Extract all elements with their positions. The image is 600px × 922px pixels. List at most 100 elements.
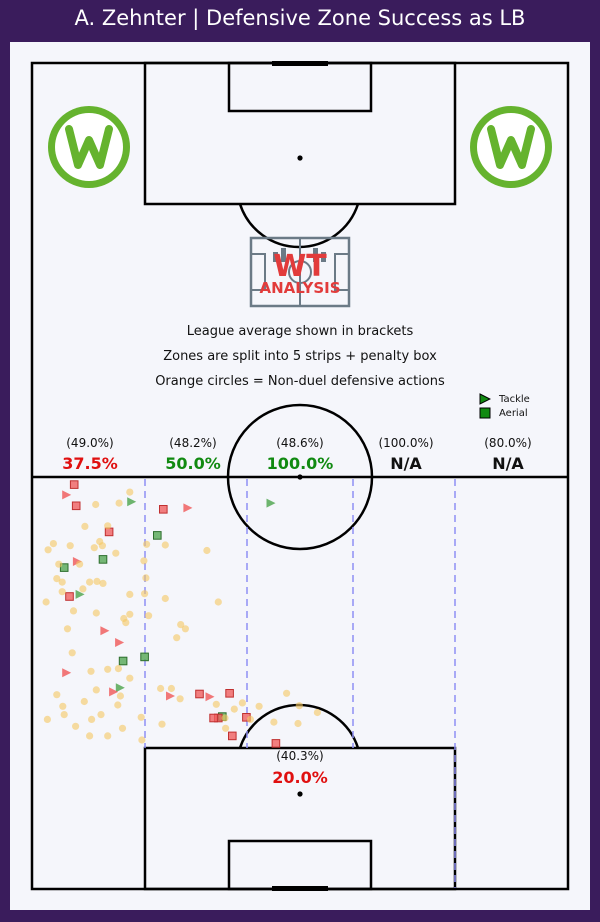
chart-title: A. Zehnter | Defensive Zone Success as L… [74, 6, 526, 30]
non-duel-point [63, 625, 72, 633]
aerial-lost-point [228, 731, 237, 741]
wt-logo-line1: WT [273, 249, 327, 284]
non-duel-point [49, 540, 58, 548]
aerial-lost-point [271, 739, 281, 748]
non-duel-point [238, 699, 246, 707]
legend-tackle-label: Tackle [499, 394, 530, 405]
top-goal [272, 61, 328, 66]
non-duel-point [158, 720, 166, 728]
non-duel-point [87, 667, 95, 675]
non-duel-point [98, 542, 106, 550]
non-duel-point [58, 588, 66, 596]
non-duel-point [126, 610, 134, 618]
non-duel-point [126, 590, 134, 599]
non-duel-point [79, 585, 87, 593]
action-marks [42, 480, 321, 748]
aerial-lost-point [209, 713, 218, 723]
tackle-won-point [266, 498, 276, 508]
top-penalty-box [143, 61, 457, 206]
non-duel-point [313, 708, 321, 717]
zone-4-success: N/A [390, 454, 422, 473]
non-duel-point [99, 579, 107, 588]
non-duel-point [283, 689, 291, 697]
zone-4-league-average: (100.0%) [378, 436, 434, 450]
non-duel-point [143, 540, 151, 548]
non-duel-point [221, 714, 229, 722]
non-duel-point [104, 665, 112, 673]
non-duel-point [203, 546, 211, 555]
non-duel-point [173, 634, 181, 642]
zone-5-success: N/A [492, 454, 524, 473]
non-duel-point [246, 715, 254, 724]
zone-1-success: 37.5% [62, 454, 118, 473]
aerial-square-icon [479, 407, 491, 419]
non-duel-point [53, 691, 61, 699]
tackle-triangle-icon [479, 393, 492, 405]
non-duel-point [104, 732, 112, 740]
non-duel-point [97, 711, 105, 719]
wt-logo-line2: ANALYSIS [259, 279, 340, 297]
non-duel-point [114, 665, 122, 673]
non-duel-point [60, 711, 68, 719]
non-duel-point [295, 702, 303, 710]
aerial-won-point [59, 563, 69, 572]
non-duel-point [55, 560, 63, 568]
non-duel-point [43, 715, 52, 724]
non-duel-point [222, 724, 230, 732]
non-duel-point [114, 701, 122, 709]
non-duel-point [161, 541, 169, 549]
non-duel-point [81, 522, 89, 531]
tackle-won-point [127, 497, 137, 507]
aerial-won-point [98, 555, 108, 564]
non-duel-point [86, 578, 94, 586]
aerial-lost-point [104, 527, 114, 537]
top-six-yard-box [227, 61, 373, 113]
non-duel-point [66, 542, 74, 550]
bottom-goal [272, 886, 328, 891]
bottom-penalty-spot [297, 791, 303, 797]
aerial-lost-point [159, 505, 168, 514]
zone-3-league-average: (48.6%) [276, 436, 324, 450]
non-duel-point [145, 612, 153, 620]
zone-3-success: 100.0% [266, 454, 334, 473]
non-duel-point [53, 575, 61, 583]
centre-circle [226, 403, 374, 551]
non-duel-point [212, 700, 220, 708]
zone-5-league-average: (80.0%) [484, 436, 532, 450]
tackle-lost-point [183, 503, 193, 513]
non-duel-point [44, 546, 52, 554]
legend-aerial: Aerial [479, 407, 528, 419]
non-duel-point [181, 625, 189, 633]
centre-spot [297, 474, 303, 480]
non-duel-point [214, 598, 222, 606]
non-duel-point [112, 549, 120, 557]
non-duel-point [68, 649, 76, 657]
non-duel-point [230, 705, 238, 713]
tackle-won-point [115, 683, 125, 693]
non-duel-point [59, 702, 67, 710]
aerial-lost-point [69, 480, 79, 489]
aerial-lost-point [225, 689, 234, 698]
zone-1-league-average: (49.0%) [66, 436, 114, 450]
non-duel-point [161, 594, 169, 603]
non-duel-point [92, 609, 100, 617]
tackle-lost-point [109, 687, 119, 697]
aerial-lost-point [65, 592, 74, 601]
aerial-won-point [153, 531, 162, 540]
non-duel-point [122, 619, 130, 627]
note-orange-circles: Orange circles = Non-duel defensive acti… [155, 374, 445, 389]
non-duel-point [118, 724, 127, 732]
tackle-lost-point [62, 668, 72, 678]
non-duel-point [88, 715, 96, 724]
non-duel-point [42, 598, 50, 606]
non-duel-point [92, 686, 100, 694]
non-duel-point [90, 544, 98, 552]
non-duel-point [176, 695, 184, 703]
non-duel-point [69, 607, 78, 615]
tackle-lost-point [166, 691, 175, 701]
non-duel-point [157, 684, 165, 693]
aerial-won-point [140, 652, 149, 662]
non-duel-point [115, 499, 123, 507]
penalty-box-success: 20.0% [272, 768, 328, 787]
aerial-lost-point [195, 689, 204, 699]
